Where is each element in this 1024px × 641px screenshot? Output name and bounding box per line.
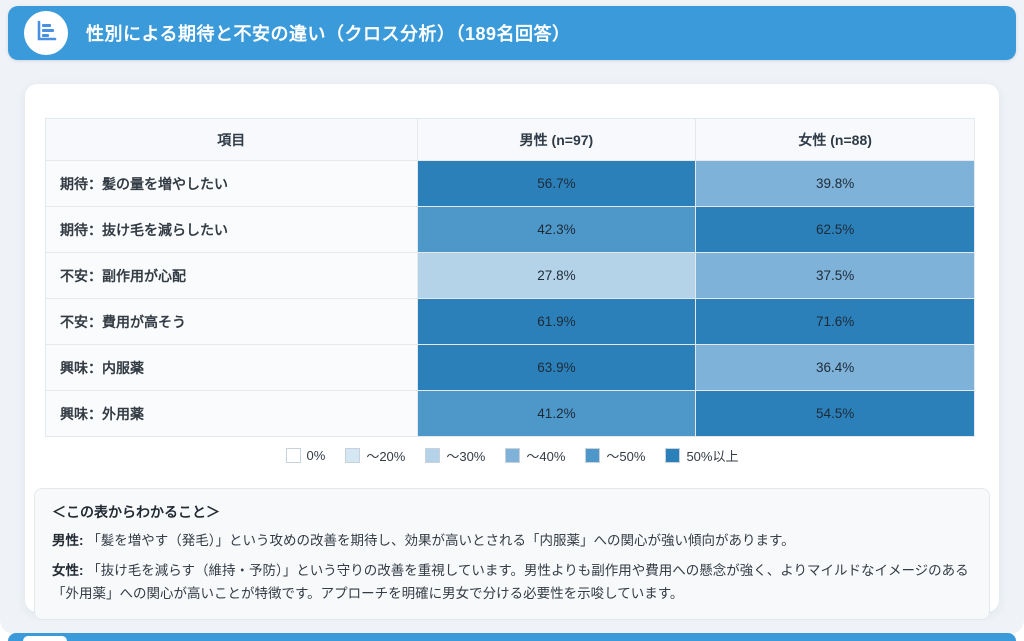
row-label: 興味：内服薬 — [45, 344, 418, 391]
legend-label: ～50% — [606, 449, 646, 464]
row-label: 不安：副作用が心配 — [45, 252, 418, 299]
legend-item: ～20% — [345, 446, 405, 465]
legend-swatch — [665, 448, 681, 463]
legend-swatch — [285, 448, 301, 463]
header-cell-male: 男性 (n=97) — [416, 118, 697, 161]
female-value-cell: 37.5% — [695, 252, 975, 299]
legend-item: 0% — [285, 448, 326, 463]
table-row: 期待：抜け毛を減らしたい 42.3% 62.5% — [45, 206, 975, 253]
table-row: 不安：費用が高そう 61.9% 71.6% — [45, 298, 975, 345]
male-value-cell: 61.9% — [416, 298, 697, 345]
legend-swatch — [345, 448, 361, 463]
row-label: 不安：費用が高そう — [45, 298, 418, 345]
analysis-card: 項目 男性 (n=97) 女性 (n=88) 期待：髪の量を増やしたい 56.7… — [25, 84, 999, 620]
page-title: 性別による期待と不安の違い（クロス分析）（189名回答） — [86, 24, 571, 44]
table-row: 期待：髪の量を増やしたい 56.7% 39.8% — [45, 160, 975, 207]
row-label: 期待：抜け毛を減らしたい — [45, 206, 418, 253]
female-insight: 女性: 「抜け毛を減らす（維持・予防）」という守りの改善を重視しています。男性よ… — [52, 560, 972, 605]
insights-heading: ＜この表からわかること＞ — [52, 504, 220, 520]
heatmap-legend: 0% ～20% ～30% ～40% ～50% 50%以上 — [25, 446, 999, 465]
female-insight-text: 「抜け毛を減らす（維持・予防）」という守りの改善を重視しています。男性よりも副作… — [52, 563, 969, 601]
legend-item: ～40% — [505, 446, 565, 465]
male-insight-label: 男性: — [52, 533, 84, 548]
female-value-cell: 36.4% — [695, 344, 975, 391]
legend-item: ～30% — [425, 446, 485, 465]
legend-swatch — [425, 448, 441, 463]
male-insight: 男性: 「髪を増やす（発毛）」という攻めの改善を期待し、効果が高いとされる「内服… — [52, 530, 972, 552]
table-row: 興味：外用薬 41.2% 54.5% — [45, 390, 975, 437]
header-cell-female: 女性 (n=88) — [695, 118, 975, 161]
next-section-icon-circle — [23, 636, 67, 641]
next-section-header-peek — [8, 633, 1016, 641]
legend-swatch — [585, 448, 601, 463]
cross-table-wrap: 項目 男性 (n=97) 女性 (n=88) 期待：髪の量を増やしたい 56.7… — [45, 118, 975, 437]
row-label: 期待：髪の量を増やしたい — [45, 160, 418, 207]
male-value-cell: 41.2% — [416, 390, 697, 437]
section-header-bar: 性別による期待と不安の違い（クロス分析）（189名回答） — [8, 6, 1016, 60]
legend-label: ～40% — [526, 449, 566, 464]
table-row: 興味：内服薬 63.9% 36.4% — [45, 344, 975, 391]
legend-label: ～20% — [366, 449, 406, 464]
legend-swatch — [505, 448, 521, 463]
female-value-cell: 71.6% — [695, 298, 975, 345]
legend-label: 50%以上 — [686, 449, 739, 464]
insights-box: ＜この表からわかること＞ 男性: 「髪を増やす（発毛）」という攻めの改善を期待し… — [34, 488, 990, 620]
female-value-cell: 62.5% — [695, 206, 975, 253]
female-value-cell: 39.8% — [695, 160, 975, 207]
cross-analysis-table: 項目 男性 (n=97) 女性 (n=88) 期待：髪の量を増やしたい 56.7… — [45, 118, 975, 437]
bar-chart-icon — [34, 19, 58, 48]
male-value-cell: 63.9% — [416, 344, 697, 391]
header-icon-circle — [24, 11, 68, 55]
female-insight-label: 女性: — [52, 563, 84, 579]
legend-item: ～50% — [585, 446, 645, 465]
header-cell-item: 項目 — [45, 118, 418, 161]
legend-label: ～30% — [446, 449, 486, 464]
legend-label: 0% — [306, 448, 326, 463]
male-value-cell: 42.3% — [416, 206, 697, 253]
male-value-cell: 27.8% — [416, 252, 697, 299]
table-row: 不安：副作用が心配 27.8% 37.5% — [45, 252, 975, 299]
row-label: 興味：外用薬 — [45, 390, 418, 437]
legend-item: 50%以上 — [665, 446, 738, 465]
table-header-row: 項目 男性 (n=97) 女性 (n=88) — [45, 118, 975, 161]
male-insight-text: 「髪を増やす（発毛）」という攻めの改善を期待し、効果が高いとされる「内服薬」への… — [87, 533, 795, 548]
female-value-cell: 54.5% — [695, 390, 975, 437]
male-value-cell: 56.7% — [416, 160, 697, 207]
